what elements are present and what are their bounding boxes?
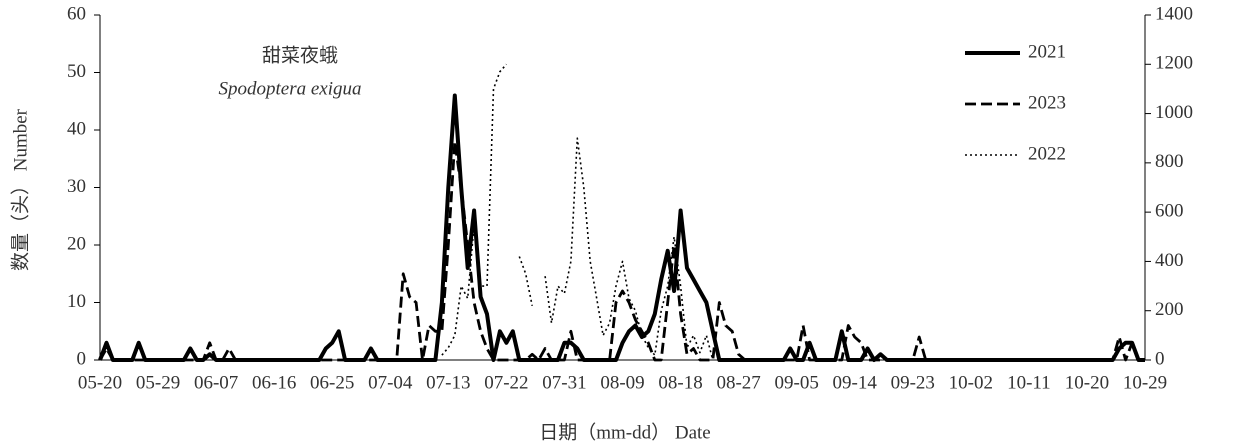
annotation: Spodoptera exigua <box>218 78 361 99</box>
x-tick-label: 08-18 <box>658 372 702 393</box>
x-tick-label: 06-16 <box>252 372 296 393</box>
x-axis-label: 日期（mm-dd） Date <box>539 421 711 443</box>
y-tick-label: 60 <box>67 3 86 24</box>
x-tick-label: 06-25 <box>310 372 354 393</box>
y2-tick-label: 200 <box>1155 299 1184 320</box>
series-line <box>441 63 714 361</box>
x-tick-label: 07-13 <box>426 372 470 393</box>
y2-tick-label: 800 <box>1155 151 1184 172</box>
x-tick-label: 10-02 <box>949 372 993 393</box>
y-tick-label: 30 <box>67 176 86 197</box>
x-tick-label: 08-27 <box>716 372 760 393</box>
y2-tick-label: 1200 <box>1155 53 1193 74</box>
y2-tick-label: 0 <box>1155 348 1165 369</box>
x-tick-label: 07-04 <box>368 372 413 393</box>
y-axis-label: 数量（头） Number <box>9 108 31 271</box>
x-tick-label: 09-14 <box>833 372 878 393</box>
x-tick-label: 09-05 <box>775 372 819 393</box>
x-tick-label: 07-31 <box>542 372 586 393</box>
x-tick-label: 05-29 <box>136 372 180 393</box>
x-tick-label: 06-07 <box>194 372 238 393</box>
y-tick-label: 40 <box>67 118 86 139</box>
y2-tick-label: 600 <box>1155 201 1184 222</box>
legend-label: 2023 <box>1028 92 1066 113</box>
x-tick-label: 08-09 <box>600 372 644 393</box>
x-tick-label: 10-29 <box>1123 372 1167 393</box>
annotation: 甜菜夜蛾 <box>262 44 338 66</box>
x-tick-label: 05-20 <box>78 372 122 393</box>
y2-tick-label: 1000 <box>1155 102 1193 123</box>
x-tick-label: 09-23 <box>891 372 935 393</box>
legend-label: 2021 <box>1028 41 1066 62</box>
x-tick-label: 10-11 <box>1007 372 1051 393</box>
y-tick-label: 50 <box>67 61 86 82</box>
series-line <box>98 140 1145 362</box>
x-tick-label: 07-22 <box>484 372 528 393</box>
y2-tick-label: 1400 <box>1155 3 1193 24</box>
series-line <box>98 93 1145 362</box>
x-tick-label: 10-20 <box>1065 372 1109 393</box>
legend-label: 2022 <box>1028 143 1066 164</box>
y-tick-label: 10 <box>67 291 86 312</box>
y-tick-label: 20 <box>67 233 86 254</box>
y-tick-label: 0 <box>77 348 87 369</box>
y2-tick-label: 400 <box>1155 250 1184 271</box>
